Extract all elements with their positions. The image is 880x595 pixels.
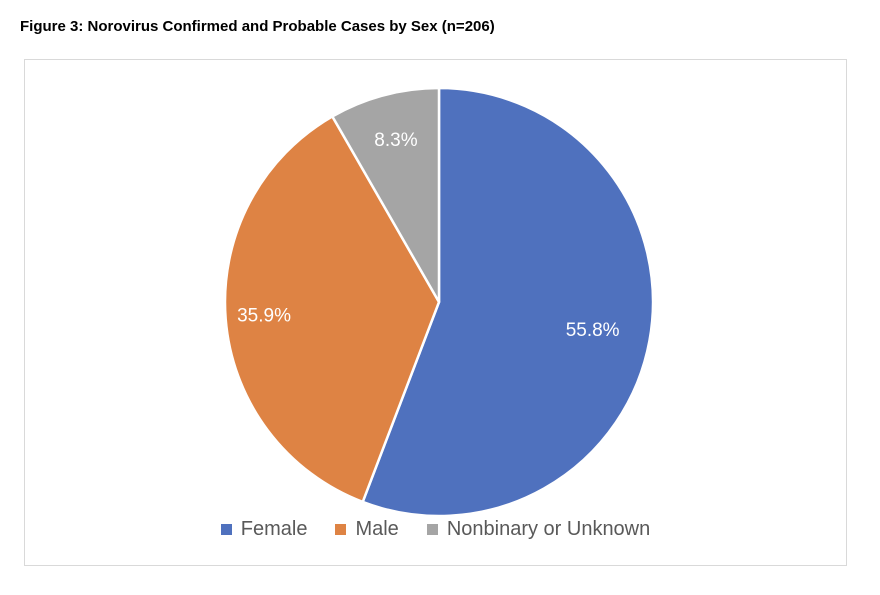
pie-slice-male — [223, 115, 441, 504]
pie-chart: 55.8% 35.9% 8.3% — [223, 86, 655, 518]
chart-legend: Female Male Nonbinary or Unknown — [25, 518, 846, 541]
legend-item-nonbinary-unknown: Nonbinary or Unknown — [426, 518, 651, 541]
legend-item-female: Female — [220, 518, 308, 541]
data-label-nonbinary-unknown: 8.3% — [374, 130, 417, 151]
legend-swatch-nonbinary-unknown — [426, 524, 438, 535]
legend-label-male: Male — [355, 518, 399, 540]
pie-slice-nonbinary-unknown — [331, 86, 441, 304]
pie-slice-female — [361, 86, 655, 518]
chart-area: 55.8% 35.9% 8.3% Female Male Nonbinary or … — [24, 59, 847, 566]
legend-label-nonbinary-unknown: Nonbinary or Unknown — [446, 518, 651, 540]
legend-item-male: Male — [335, 518, 399, 541]
data-label-female: 55.8% — [566, 320, 620, 341]
legend-label-female: Female — [240, 518, 308, 540]
figure-title: Figure 3: Norovirus Confirmed and Probab… — [20, 18, 495, 35]
legend-swatch-male — [335, 524, 347, 535]
data-label-male: 35.9% — [237, 305, 291, 326]
legend-swatch-female — [220, 524, 232, 535]
